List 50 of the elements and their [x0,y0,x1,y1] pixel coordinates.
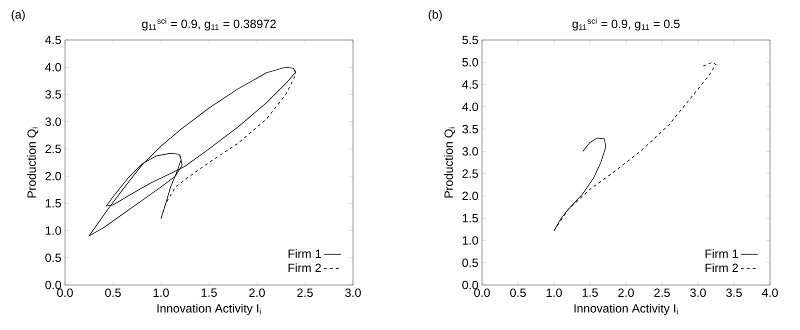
y-tick-label: 4.0 [45,62,62,72]
y-tick-label: 3.5 [462,124,478,134]
y-tick-label: 4.5 [45,36,61,44]
x-tick-label: 1.0 [546,288,562,297]
y-tick-label: 4.5 [462,80,478,89]
y-tick-label: 0.5 [45,254,61,262]
y-tick-label: 4.0 [462,102,478,112]
y-tick-label: 2.0 [462,192,478,200]
legend-label: Firm 1 [288,249,321,258]
x-tick-label: 3.0 [345,288,361,297]
y-tick-label: 1.5 [462,214,478,222]
y-tick-label: 0.0 [462,280,478,290]
y-tick-label: 3.5 [45,90,61,99]
y-tick-label: 0.0 [45,280,62,290]
y-tick-label: 5.5 [462,36,478,44]
x-tick-label: 2.0 [249,288,265,297]
y-axis-title: Production Q$_{i}$ [444,128,456,198]
y-tick-label: 5.0 [462,58,478,66]
y-axis-title: Production Q$_{i}$ [27,128,38,198]
y-tick-label: 2.0 [45,172,62,180]
y-tick-label: 2.5 [45,144,61,154]
text: (a) [12,10,25,22]
x-tick-label: 4.0 [762,288,778,297]
chart-title: g$_{11}$$^{sci}$ = 0.9, g$_{11}$ = 0.5 [572,18,680,31]
x-tick-label: 2.0 [618,288,634,297]
x-tick-label: 1.0 [154,288,169,297]
y-tick-label: 1.0 [46,226,62,235]
x-axis-title: Innovation Activity I$_{i}$ [157,304,261,315]
x-tick-label: 3.0 [690,288,706,297]
y-tick-label: 1.0 [462,236,478,245]
x-tick-label: 0.5 [105,288,121,297]
y-tick-label: 3.0 [462,147,478,156]
x-tick-label: 0.0 [57,288,73,297]
x-axis-title: Innovation Activity I$_{i}$ [574,304,678,315]
x-tick-label: 0.0 [474,288,490,297]
x-tick-label: 2.5 [297,288,313,297]
legend-label: Firm 2 [706,263,738,272]
legend-label: Firm 1 [706,249,738,258]
x-tick-label: 2.5 [654,288,670,297]
y-tick-label: 3.0 [45,117,62,126]
legend-label: Firm 2 [288,263,321,272]
x-tick-label: 0.5 [510,288,526,297]
y-tick-label: 2.5 [462,169,478,178]
x-tick-label: 3.5 [726,288,742,297]
y-tick-label: 1.5 [46,199,61,208]
chart-title: g$_{11}$$^{sci}$ = 0.9, g$_{11}$ = 0.38972 [142,18,276,31]
text: (b) [428,10,442,22]
x-tick-label: 1.5 [582,288,598,297]
x-tick-label: 1.5 [202,288,217,297]
y-tick-label: 0.5 [462,258,478,267]
